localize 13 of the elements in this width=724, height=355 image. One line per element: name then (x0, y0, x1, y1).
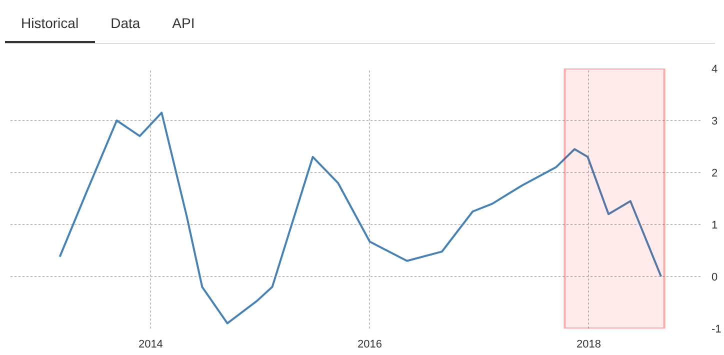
y-tick-label: -1 (712, 324, 722, 336)
x-tick-label: 2016 (358, 338, 382, 350)
line-series (58, 112, 662, 324)
x-tick-label: 2018 (576, 338, 602, 350)
y-tick-label: 4 (712, 64, 718, 76)
x-tick-label: 2014 (138, 338, 163, 350)
text: Data (110, 14, 142, 33)
y-tick-label: 3 (712, 116, 718, 128)
y-tick-label: 2 (712, 168, 718, 180)
text: Historical (5, 5, 95, 43)
text: API (171, 14, 196, 33)
y-tick-label: 0 (712, 272, 718, 284)
y-tick-label: 1 (712, 220, 718, 232)
